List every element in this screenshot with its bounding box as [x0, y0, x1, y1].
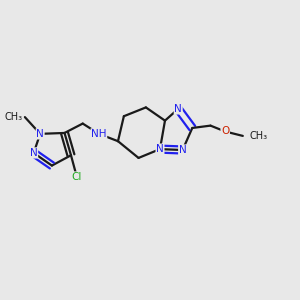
Text: N: N [36, 129, 44, 139]
Text: N: N [174, 104, 182, 114]
Text: O: O [221, 127, 229, 136]
Text: CH₃: CH₃ [4, 112, 22, 122]
Text: N: N [30, 148, 38, 158]
Text: Cl: Cl [72, 172, 82, 182]
Text: NH: NH [91, 129, 106, 139]
Text: N: N [179, 145, 187, 155]
Text: CH₃: CH₃ [249, 131, 267, 141]
Text: N: N [156, 144, 164, 154]
